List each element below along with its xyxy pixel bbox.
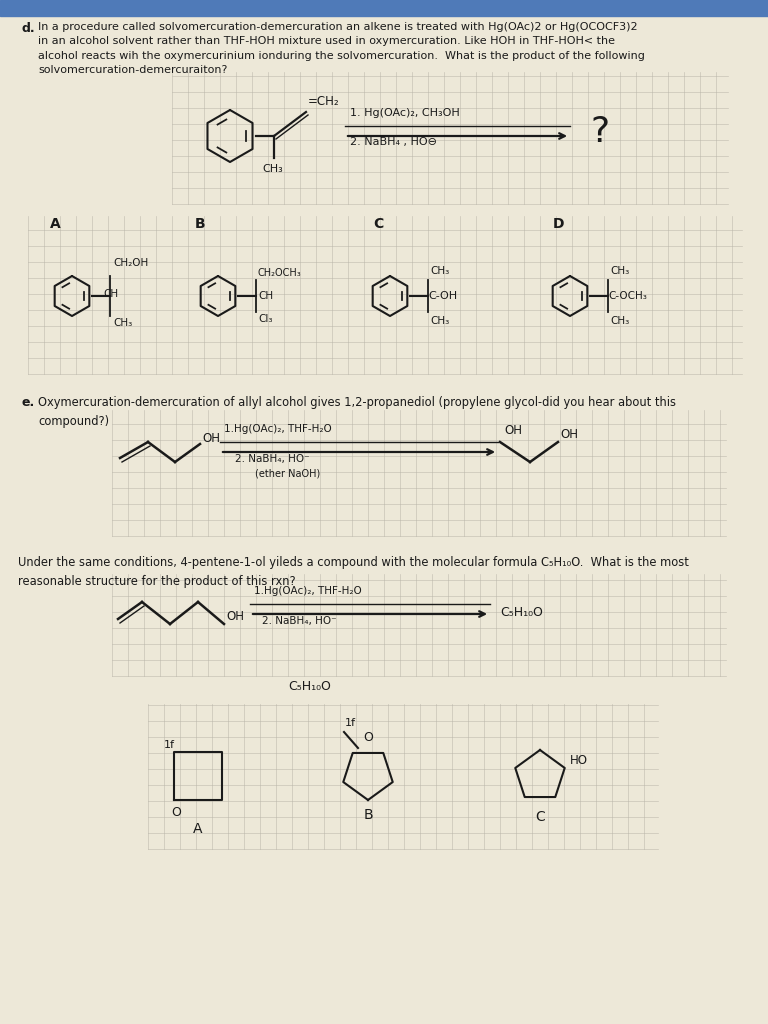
Text: O: O	[171, 806, 181, 819]
Text: Under the same conditions, 4-pentene-1-ol yileds a compound with the molecular f: Under the same conditions, 4-pentene-1-o…	[18, 556, 689, 588]
Text: (ether NaOH): (ether NaOH)	[255, 468, 320, 478]
Text: 2. NaBH₄ , HO⊖: 2. NaBH₄ , HO⊖	[350, 137, 437, 147]
Text: C-OH: C-OH	[428, 291, 457, 301]
Text: C₅H₁₀O: C₅H₁₀O	[500, 605, 543, 618]
Text: 2. NaBH₄, HO⁻: 2. NaBH₄, HO⁻	[262, 616, 336, 626]
Text: In a procedure called solvomercuration-demercuration an alkene is treated with H: In a procedure called solvomercuration-d…	[38, 22, 645, 75]
Text: CH₃: CH₃	[262, 164, 283, 174]
Text: CH₂OCH₃: CH₂OCH₃	[258, 268, 302, 278]
Text: OH: OH	[202, 431, 220, 444]
Text: Cl₃: Cl₃	[258, 314, 273, 324]
Text: OH: OH	[560, 427, 578, 440]
Text: d.: d.	[22, 22, 35, 35]
Text: C₅H₁₀O: C₅H₁₀O	[289, 680, 332, 693]
Text: 1.Hg(OAc)₂, THF-H₂O: 1.Hg(OAc)₂, THF-H₂O	[224, 424, 332, 434]
Text: HO: HO	[570, 754, 588, 767]
Text: CH₂OH: CH₂OH	[113, 258, 148, 268]
Text: CH: CH	[258, 291, 273, 301]
Text: C-OCH₃: C-OCH₃	[608, 291, 647, 301]
Text: 2. NaBH₄, HO⁻: 2. NaBH₄, HO⁻	[235, 454, 310, 464]
Text: D: D	[552, 217, 564, 231]
Text: C: C	[535, 810, 545, 824]
Text: OH: OH	[226, 609, 244, 623]
Text: CH₃: CH₃	[610, 316, 629, 326]
Text: C: C	[373, 217, 383, 231]
Text: =CH₂: =CH₂	[308, 95, 339, 108]
Text: CH₃: CH₃	[610, 266, 629, 276]
Text: 1. Hg(OAc)₂, CH₃OH: 1. Hg(OAc)₂, CH₃OH	[350, 108, 460, 118]
Text: CH₃: CH₃	[430, 316, 449, 326]
Text: B: B	[363, 808, 372, 822]
Text: CH₃: CH₃	[430, 266, 449, 276]
Text: 1f: 1f	[345, 718, 356, 728]
Text: A: A	[194, 822, 203, 836]
Text: e.: e.	[22, 396, 35, 409]
Text: 1f: 1f	[164, 740, 175, 750]
Text: ?: ?	[590, 115, 609, 150]
Bar	[0, 0, 768, 16]
Text: CH₃: CH₃	[113, 318, 132, 328]
Text: A: A	[50, 217, 61, 231]
Text: CH: CH	[103, 289, 118, 299]
Text: Oxymercuration-demercuration of allyl alcohol gives 1,2-propanediol (propylene g: Oxymercuration-demercuration of allyl al…	[38, 396, 676, 427]
Text: 1.Hg(OAc)₂, THF-H₂O: 1.Hg(OAc)₂, THF-H₂O	[254, 586, 362, 596]
Text: O: O	[363, 731, 373, 744]
Text: OH: OH	[504, 424, 522, 436]
Text: B: B	[194, 217, 205, 231]
